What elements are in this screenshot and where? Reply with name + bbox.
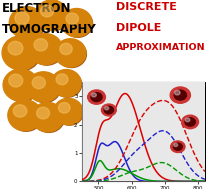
Circle shape — [55, 39, 85, 67]
Circle shape — [8, 100, 42, 131]
Circle shape — [173, 143, 181, 150]
Circle shape — [5, 38, 40, 70]
Text: DIPOLE: DIPOLE — [115, 23, 160, 33]
Circle shape — [87, 90, 105, 104]
Circle shape — [9, 7, 44, 39]
Circle shape — [40, 5, 54, 17]
Circle shape — [12, 9, 45, 39]
Text: APPROXIMATION: APPROXIMATION — [115, 43, 205, 53]
Circle shape — [170, 141, 184, 153]
Circle shape — [91, 93, 96, 97]
Circle shape — [54, 98, 82, 125]
Circle shape — [33, 104, 64, 132]
Circle shape — [5, 71, 39, 102]
Text: ELECTRON: ELECTRON — [2, 2, 71, 15]
Circle shape — [9, 74, 23, 87]
Circle shape — [91, 93, 102, 101]
Circle shape — [34, 39, 47, 51]
Bar — [81, 82, 204, 181]
Circle shape — [8, 41, 23, 55]
Text: DISCRETE: DISCRETE — [115, 2, 176, 12]
Circle shape — [104, 107, 108, 110]
Circle shape — [35, 0, 68, 30]
Text: TOMOGRAPHY: TOMOGRAPHY — [2, 23, 96, 36]
Circle shape — [101, 104, 116, 116]
Circle shape — [104, 106, 113, 114]
Circle shape — [57, 41, 86, 67]
Circle shape — [58, 102, 70, 113]
Circle shape — [181, 115, 198, 129]
Circle shape — [36, 107, 49, 119]
Circle shape — [28, 34, 62, 65]
Circle shape — [29, 74, 60, 102]
Circle shape — [60, 43, 72, 55]
Circle shape — [2, 36, 39, 70]
Circle shape — [66, 13, 78, 24]
Circle shape — [174, 90, 179, 95]
Circle shape — [61, 9, 92, 37]
Circle shape — [32, 77, 45, 89]
Circle shape — [53, 71, 81, 97]
Circle shape — [3, 69, 38, 101]
Circle shape — [31, 36, 63, 65]
Circle shape — [63, 10, 92, 37]
Circle shape — [56, 74, 68, 85]
Circle shape — [10, 102, 42, 131]
Circle shape — [169, 87, 190, 103]
Circle shape — [13, 105, 27, 117]
Circle shape — [27, 72, 60, 102]
Circle shape — [31, 102, 63, 132]
Circle shape — [37, 2, 68, 31]
Circle shape — [184, 118, 189, 122]
Circle shape — [173, 143, 177, 147]
Circle shape — [173, 90, 186, 100]
Circle shape — [15, 12, 29, 25]
Circle shape — [55, 100, 83, 125]
Circle shape — [51, 70, 81, 97]
Circle shape — [184, 118, 194, 126]
